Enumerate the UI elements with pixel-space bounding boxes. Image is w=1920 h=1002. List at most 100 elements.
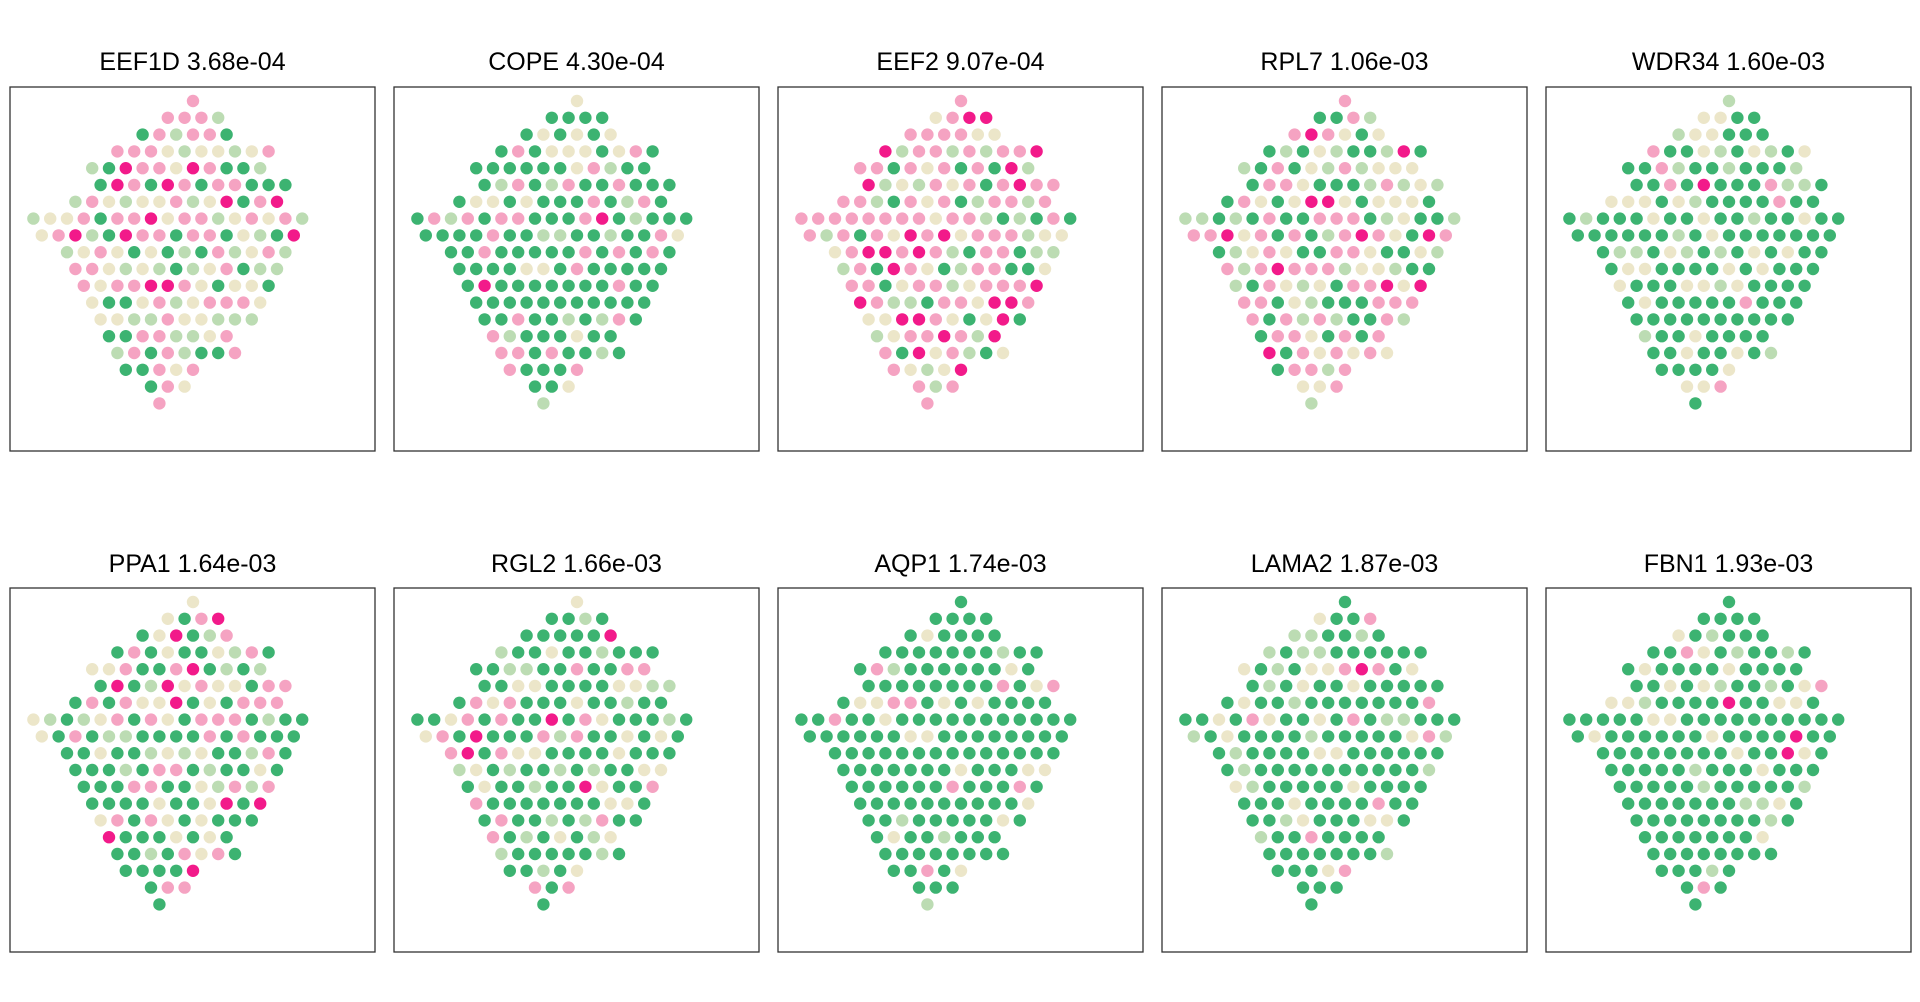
spot-point: [537, 262, 550, 276]
spot-point: [963, 612, 976, 625]
spot-point: [1706, 128, 1719, 141]
spot-point: [1622, 763, 1635, 777]
spot-point: [1731, 145, 1744, 158]
spot-point: [1254, 696, 1268, 709]
spot-point: [262, 747, 275, 760]
spot-point: [1672, 229, 1685, 242]
spot-point: [1672, 629, 1685, 642]
spot-point: [453, 696, 466, 709]
spot-point: [545, 178, 558, 192]
spot-point: [1305, 296, 1318, 309]
spot-point: [646, 646, 659, 659]
spot-point: [1288, 296, 1301, 309]
spot-point: [503, 330, 516, 343]
spot-point: [946, 380, 959, 393]
spot-point: [638, 296, 651, 309]
spot-point: [1756, 763, 1769, 777]
spot-point: [1773, 195, 1786, 208]
spot-point: [1038, 763, 1052, 777]
spot-point: [111, 747, 124, 760]
spot-point: [1288, 363, 1301, 376]
spot-point: [1739, 730, 1753, 743]
spot-point: [887, 763, 900, 777]
spot-point: [1722, 629, 1736, 642]
spot-point: [1005, 195, 1018, 208]
spot-point: [963, 246, 976, 259]
spot-point: [1271, 262, 1285, 276]
spot-point: [136, 797, 149, 810]
spot-point: [1739, 195, 1753, 208]
spot-point: [612, 713, 626, 726]
spot-point: [1748, 145, 1761, 158]
spot-point: [587, 262, 600, 276]
spot-point: [111, 780, 124, 793]
spot-point: [896, 814, 909, 827]
spot-point: [161, 780, 174, 793]
spot-point: [654, 696, 668, 709]
spot-point: [1330, 612, 1343, 625]
spot-point: [1706, 195, 1719, 208]
spot-point: [554, 663, 567, 676]
spot-point: [1288, 831, 1301, 844]
spot-point: [503, 162, 516, 175]
spot-point: [1271, 363, 1285, 376]
spot-point: [1212, 747, 1226, 760]
spot-point: [1288, 629, 1301, 642]
spot-point: [128, 646, 141, 659]
spot-point: [938, 696, 951, 709]
spot-point: [228, 814, 242, 827]
panel-frame: [393, 86, 760, 452]
spot-point: [1238, 195, 1251, 208]
spot-point: [1764, 814, 1778, 827]
spot-point: [153, 898, 166, 911]
spot-point: [1254, 262, 1268, 276]
spot-point: [946, 346, 959, 360]
spot-point: [1338, 363, 1352, 376]
spot-point: [1254, 763, 1268, 777]
spot-point: [60, 747, 74, 760]
spot-point: [1806, 763, 1820, 777]
spot-point: [554, 262, 567, 276]
spot-point: [545, 780, 558, 793]
panel-title: FBN1 1.93e-03: [1644, 550, 1814, 578]
spot-point: [904, 629, 917, 642]
spot-point: [270, 195, 284, 208]
spot-point: [912, 847, 926, 861]
spot-point: [537, 797, 550, 810]
spot-point: [1364, 814, 1377, 827]
spot-point: [1731, 111, 1744, 125]
spot-point: [1739, 128, 1753, 141]
spot-point: [1330, 814, 1343, 827]
spot-point: [980, 713, 993, 726]
spot-point: [1212, 713, 1226, 726]
spot-point: [1355, 831, 1369, 844]
spot-point: [153, 262, 166, 276]
spot-point: [1013, 145, 1026, 158]
spot-point: [212, 178, 225, 192]
spot-point: [1221, 696, 1234, 709]
spot-point: [1238, 296, 1251, 309]
spot-point: [1638, 162, 1652, 175]
spot-point: [520, 797, 533, 810]
spot-point: [904, 229, 917, 242]
spot-point: [1406, 262, 1419, 276]
spot-point: [1389, 229, 1402, 242]
spot-point: [879, 713, 892, 726]
spot-point: [453, 262, 466, 276]
spot-point: [1664, 646, 1677, 659]
spot-point: [495, 780, 508, 793]
spot-point: [1313, 279, 1327, 292]
spot-point: [203, 629, 216, 642]
spot-point: [170, 629, 183, 642]
spot-point: [262, 145, 275, 158]
spot-point: [1406, 663, 1419, 676]
spot-point: [1672, 763, 1685, 777]
spot-point: [1630, 747, 1643, 760]
spot-point: [495, 847, 508, 861]
spot-point: [512, 313, 525, 326]
spot-point: [1038, 262, 1052, 276]
spot-point: [570, 262, 584, 276]
spot-point: [612, 747, 626, 760]
spot-point: [812, 713, 825, 726]
spot-point: [444, 212, 458, 225]
